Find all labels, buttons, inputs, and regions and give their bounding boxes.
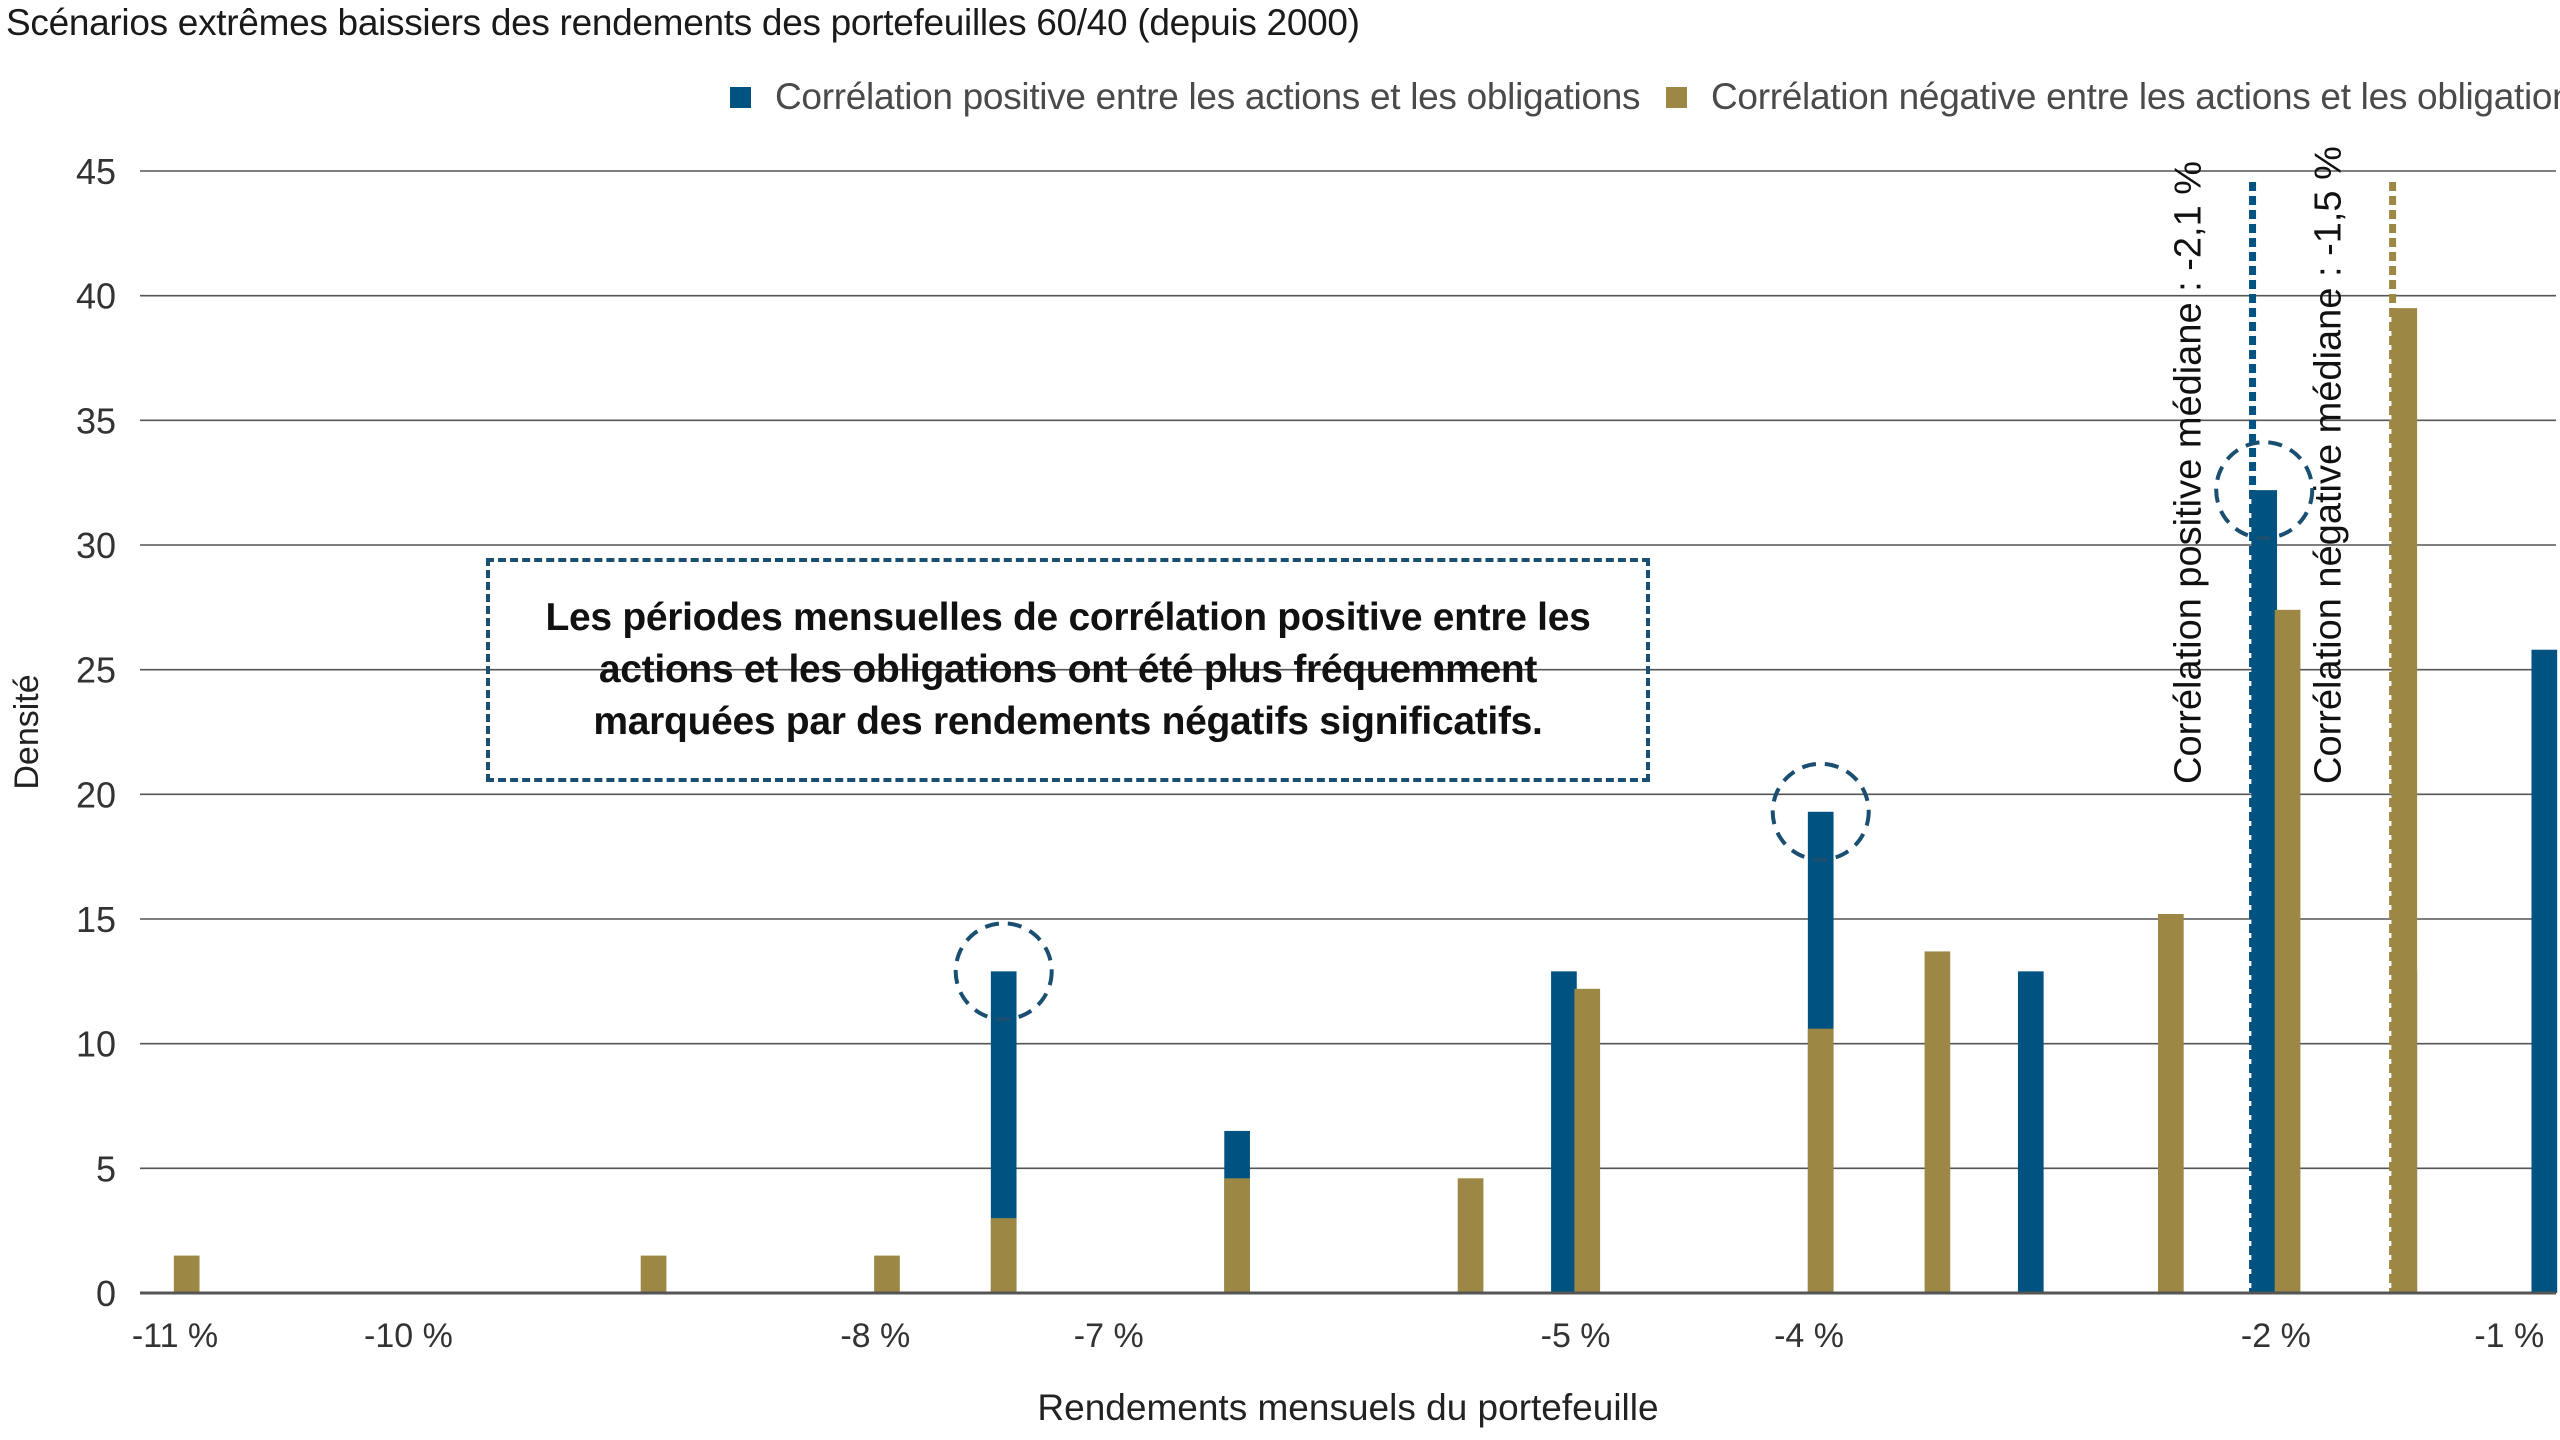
highlight-circle: [1770, 761, 1871, 862]
median-lines: Corrélation positive médiane : -2,1 % Cor…: [2168, 146, 2397, 1293]
chart-title: Scénarios extrêmes baissiers des rendeme…: [6, 2, 1360, 43]
bar-negative: [874, 1255, 900, 1293]
highlight-circles: [953, 440, 2315, 1022]
bar-negative: [1924, 951, 1951, 1293]
legend-item-positive: Corrélation positive entre les actions e…: [730, 72, 1641, 122]
gridlines: [140, 170, 2556, 1170]
axis-labels: 0 5 10 15 20 25 30 35 40 45 -11 % -10 % -8 % -7 % -5 %…: [8, 151, 2544, 1428]
y-tick-label: 5: [96, 1148, 116, 1189]
bar-negative: [173, 1255, 200, 1293]
bar-positive: [1551, 971, 1577, 1293]
bar-negative: [1457, 1178, 1484, 1293]
x-tick-label: -10 %: [364, 1317, 453, 1355]
x-axis-title: Rendements mensuels du portefeuille: [1037, 1387, 1658, 1428]
x-tick-label: -1 %: [2474, 1317, 2544, 1355]
x-tick-label: -11 %: [132, 1317, 218, 1355]
y-tick-label: 35: [76, 400, 116, 441]
y-tick-label: 0: [96, 1273, 116, 1314]
y-tick-label: 10: [76, 1024, 116, 1065]
bar-negative: [2274, 609, 2301, 1293]
legend-swatch-negative: [1666, 86, 1687, 108]
x-tick-label: -7 %: [1074, 1317, 1144, 1355]
bar-negative: [2158, 914, 2184, 1293]
y-tick-label: 25: [76, 650, 116, 691]
bar-negative: [990, 1218, 1017, 1293]
y-tick-label: 15: [76, 899, 116, 940]
legend-swatch-positive: [730, 86, 751, 108]
bar-negative: [1807, 1028, 1834, 1293]
x-tick-label: -2 %: [2241, 1317, 2311, 1355]
y-tick-label: 40: [76, 276, 116, 317]
highlight-circle: [953, 921, 1054, 1022]
x-tick-label: -8 %: [840, 1317, 910, 1355]
bar-negative: [640, 1255, 667, 1293]
legend-label-positive: Corrélation positive entre les actions e…: [775, 76, 1641, 117]
legend-label-negative: Corrélation négative entre les actions e…: [1711, 76, 2560, 117]
x-tick-label: -5 %: [1541, 1317, 1611, 1355]
y-tick-label: 45: [76, 151, 116, 192]
x-tick-label: -4 %: [1774, 1317, 1844, 1355]
y-tick-label: 30: [76, 525, 116, 566]
y-tick-label: 20: [76, 774, 116, 815]
median-label-negative: Corrélation négative médiane : -1,5 %: [2308, 146, 2350, 784]
median-label-positive: Corrélation positive médiane : -2,1 %: [2168, 161, 2210, 784]
highlight-circle: [2214, 440, 2315, 541]
callout-annotation: Les périodes mensuelles de corrélation p…: [486, 558, 1650, 782]
bar-negative: [1574, 988, 1601, 1293]
bar-positive: [2531, 649, 2558, 1293]
bars: [173, 308, 2558, 1294]
bar-negative: [1224, 1178, 1250, 1293]
bar-positive: [2017, 971, 2044, 1293]
y-axis-title: Densité: [8, 674, 46, 789]
legend-item-negative: Corrélation négative entre les actions e…: [1666, 72, 2560, 122]
